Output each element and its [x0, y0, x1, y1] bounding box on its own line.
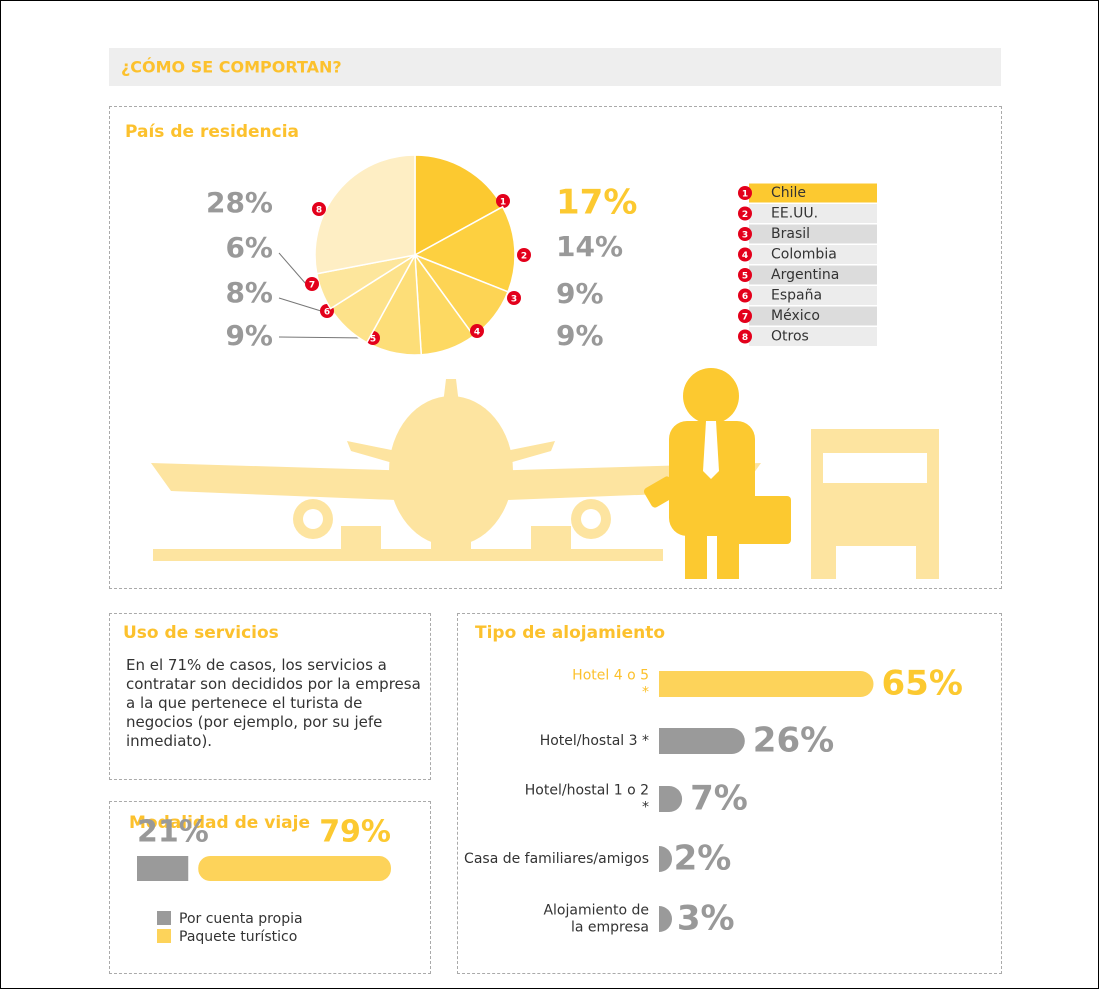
services-text: En el 71% de casos, los servicios a cont…	[126, 656, 421, 750]
page-title: ¿CÓMO SE COMPORTAN?	[121, 58, 342, 77]
value-label: 26%	[753, 721, 834, 761]
value-label: 9%	[556, 277, 604, 310]
legend-row	[749, 204, 877, 223]
legend-label: Chile	[771, 185, 806, 201]
marker	[738, 309, 752, 323]
marker-number: 5	[742, 272, 748, 282]
marker-number: 4	[474, 328, 480, 338]
marker-number: 6	[742, 292, 748, 302]
marker-number: 3	[511, 295, 517, 305]
marker	[738, 206, 752, 221]
leader-line	[278, 297, 322, 312]
legend-label: Otros	[771, 329, 809, 345]
illustration	[151, 379, 939, 579]
legend-swatch	[157, 911, 171, 925]
marker	[507, 291, 521, 305]
value-label: 65%	[882, 664, 963, 704]
bar-segment	[137, 856, 189, 881]
value-label: 9%	[556, 319, 604, 352]
chart-title: País de residencia	[125, 122, 299, 142]
marker-number: 4	[742, 251, 748, 261]
marker-number: 2	[742, 210, 748, 220]
bar	[659, 906, 672, 932]
category-label: Alojamiento de la empresa	[543, 903, 649, 936]
legend-label: Paquete turístico	[179, 929, 297, 945]
value-label: 17%	[556, 183, 637, 223]
chart-title: Modalidad de viaje	[129, 813, 310, 833]
pie-slice	[314, 154, 416, 275]
marker-number: 1	[742, 190, 748, 200]
residence-box	[109, 106, 1002, 589]
legend-label: Brasil	[771, 226, 810, 242]
marker	[470, 324, 484, 338]
value-label: 3%	[677, 899, 735, 939]
bar	[659, 671, 874, 697]
marker-number: 6	[324, 308, 330, 318]
mode-box	[109, 801, 431, 974]
marker	[496, 194, 510, 208]
bar	[659, 846, 672, 872]
value-label: 6%	[225, 231, 273, 264]
leader-line	[278, 336, 368, 339]
legend-row	[749, 265, 877, 285]
marker-number: 7	[309, 281, 315, 291]
marker	[738, 288, 752, 303]
value-label: 21%	[137, 815, 209, 850]
category-label: Hotel/hostal 3 *	[540, 733, 649, 749]
marker-number: 1	[500, 198, 506, 208]
value-label: 9%	[225, 319, 273, 352]
marker-number: 3	[742, 231, 748, 241]
legend-swatch	[157, 929, 171, 943]
chart-title: Tipo de alojamiento	[475, 623, 665, 643]
value-label: 28%	[206, 186, 273, 219]
header-bar	[109, 48, 1001, 86]
bar-segment	[198, 856, 391, 881]
value-label: 79%	[319, 815, 391, 850]
legend-row	[749, 286, 877, 305]
legend-row	[749, 245, 877, 264]
pie-slice	[413, 205, 516, 293]
legend-label: Colombia	[771, 247, 837, 263]
legend-row	[749, 327, 877, 346]
marker	[738, 268, 752, 282]
person	[643, 368, 791, 579]
legend-label: Argentina	[771, 267, 839, 283]
marker	[738, 227, 752, 241]
category-label: Casa de familiares/amigos	[464, 851, 649, 867]
legend-label: España	[771, 288, 822, 304]
marker-number: 8	[742, 333, 748, 343]
marker	[738, 329, 752, 344]
marker-number: 8	[316, 206, 322, 216]
category-label: Hotel 4 o 5 *	[572, 668, 649, 701]
leader-line	[278, 252, 307, 285]
marker	[312, 202, 326, 216]
value-label: 8%	[225, 276, 273, 309]
marker	[738, 247, 752, 262]
legend-label: EE.UU.	[771, 206, 818, 222]
value-label: 7%	[690, 779, 748, 819]
marker	[517, 248, 531, 262]
legend-label: Por cuenta propia	[179, 911, 303, 927]
services-box	[109, 613, 431, 780]
legend-row	[749, 306, 877, 326]
legend-row	[749, 224, 877, 244]
bar	[659, 786, 683, 812]
marker-number: 5	[370, 335, 376, 345]
services-title: Uso de servicios	[123, 623, 279, 643]
legend-row	[749, 183, 877, 203]
bar	[659, 728, 745, 754]
marker-number: 2	[521, 252, 527, 262]
marker	[305, 277, 319, 291]
value-label: 14%	[556, 230, 623, 263]
lodging-box	[457, 613, 1002, 974]
category-label: Hotel/hostal 1 o 2 *	[525, 783, 649, 816]
legend-label: México	[771, 308, 820, 324]
marker	[738, 186, 752, 200]
marker-number: 7	[742, 313, 748, 323]
value-label: 2%	[674, 839, 732, 879]
